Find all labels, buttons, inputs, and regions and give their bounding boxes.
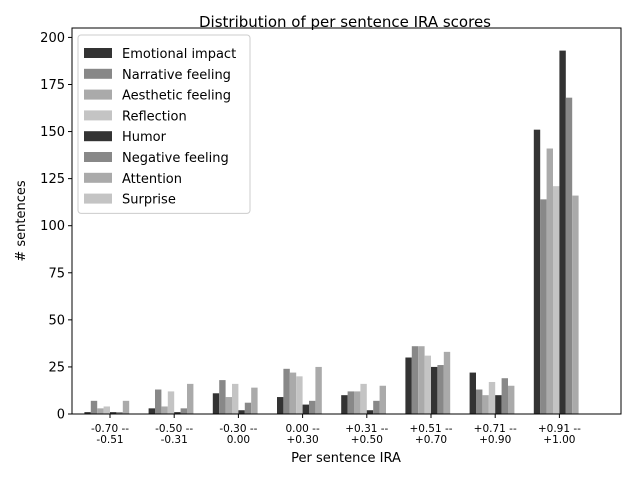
legend-entry-label: Attention	[122, 172, 182, 187]
bar-negative-feeling-0	[116, 412, 123, 414]
bar-aesthetic-feeling-3	[289, 372, 297, 414]
bar-aesthetic-feeling-6	[482, 395, 489, 414]
bar-reflection-5	[424, 355, 431, 414]
bar-attention-6	[508, 385, 515, 414]
bar-humor-2	[238, 410, 245, 414]
bar-negative-feeling-1	[180, 408, 187, 414]
bar-reflection-2	[232, 383, 239, 414]
bar-humor-7	[559, 50, 566, 414]
legend-entry-label: Narrative feeling	[122, 68, 231, 83]
y-tick-label: 100	[40, 219, 65, 234]
legend-swatch	[84, 68, 112, 79]
bar-emotional-impact-6	[469, 372, 476, 414]
bar-negative-feeling-4	[373, 400, 380, 414]
bar-emotional-impact-7	[533, 129, 541, 414]
bar-narrative-feeling-4	[347, 391, 354, 414]
bar-emotional-impact-0	[84, 412, 91, 414]
bar-narrative-feeling-1	[155, 389, 162, 414]
legend-swatch	[84, 152, 112, 162]
bar-humor-1	[174, 412, 181, 414]
bar-aesthetic-feeling-5	[418, 346, 425, 414]
bar-reflection-0	[103, 406, 110, 414]
bar-emotional-impact-1	[148, 408, 155, 414]
y-tick-label: 0	[57, 408, 65, 423]
plot-frame	[71, 27, 622, 415]
x-axis-label: Per sentence IRA	[291, 451, 401, 466]
bar-attention-5	[443, 351, 451, 414]
bar-emotional-impact-3	[277, 397, 284, 414]
legend-swatch	[84, 131, 112, 142]
bar-humor-3	[302, 404, 309, 414]
bar-narrative-feeling-7	[540, 199, 547, 414]
legend-entry-label: Surprise	[122, 193, 176, 208]
bar-humor-0	[110, 412, 117, 414]
bar-attention-2	[251, 387, 258, 414]
bar-narrative-feeling-0	[90, 400, 98, 414]
x-tick-label: +0.31 --+0.50	[345, 423, 388, 446]
bar-aesthetic-feeling-4	[354, 391, 361, 414]
legend-swatch	[84, 110, 112, 121]
bar-negative-feeling-5	[437, 365, 444, 414]
bar-attention-0	[122, 400, 130, 414]
legend-entry-label: Humor	[122, 130, 167, 145]
bar-attention-1	[187, 383, 194, 414]
x-tick-label: +0.71 --+0.90	[474, 423, 517, 446]
bar-emotional-impact-2	[212, 393, 220, 414]
legend-box	[77, 34, 251, 214]
y-tick-label: 75	[48, 266, 65, 281]
x-tick-label: -0.30 --0.00	[219, 423, 257, 446]
legend-entry-label: Reflection	[122, 109, 187, 124]
y-tick-label: 125	[40, 172, 65, 187]
legend-swatch	[84, 48, 112, 58]
legend: Emotional impact Narrative feeling Aesthet…	[77, 34, 251, 214]
bar-negative-feeling-7	[565, 97, 573, 415]
bar-humor-6	[495, 395, 502, 414]
bar-emotional-impact-5	[405, 357, 412, 414]
x-tick-label: +0.91 --+1.00	[538, 423, 581, 446]
x-tick-label: 0.00 --+0.30	[285, 423, 320, 446]
x-tick-label: -0.50 ---0.31	[155, 423, 193, 446]
bar-narrative-feeling-6	[476, 389, 483, 414]
bar-aesthetic-feeling-2	[225, 397, 232, 414]
bar-reflection-1	[167, 391, 175, 414]
bars-layer	[84, 50, 579, 415]
x-tick-label: -0.70 ---0.51	[91, 423, 129, 446]
bar-narrative-feeling-2	[219, 380, 226, 414]
y-tick-label: 50	[48, 313, 65, 328]
bar-attention-4	[379, 385, 386, 414]
bar-negative-feeling-3	[309, 400, 316, 414]
x-tick-label: +0.51 --+0.70	[409, 423, 452, 446]
bar-humor-5	[431, 366, 438, 414]
bar-attention-7	[572, 195, 579, 414]
bar-negative-feeling-6	[501, 378, 508, 414]
y-tick-label: 175	[40, 78, 65, 93]
legend-entry-label: Aesthetic feeling	[122, 89, 231, 104]
bar-aesthetic-feeling-0	[97, 408, 104, 414]
bar-negative-feeling-2	[244, 402, 252, 414]
legend-entry-label: Negative feeling	[122, 151, 229, 166]
bar-reflection-7	[553, 186, 560, 414]
y-tick-label: 25	[48, 360, 65, 375]
bar-humor-4	[366, 410, 374, 414]
bar-attention-3	[315, 366, 322, 414]
bar-aesthetic-feeling-1	[161, 406, 168, 414]
y-tick-label: 150	[40, 125, 65, 140]
bar-reflection-6	[488, 381, 496, 414]
legend-swatch	[84, 193, 112, 204]
bar-narrative-feeling-5	[411, 346, 419, 414]
y-axis-label: # sentences	[14, 180, 29, 262]
x-axis: -0.70 ---0.51 -0.50 ---0.31 -0.30 --0.00 0.…	[91, 414, 581, 446]
legend-swatch	[84, 89, 112, 100]
legend-entry-label: Emotional impact	[122, 47, 236, 62]
bar-emotional-impact-4	[341, 395, 348, 414]
chart-title: Distribution of per sentence IRA scores	[199, 13, 491, 31]
bar-reflection-3	[296, 376, 303, 414]
bar-aesthetic-feeling-7	[546, 148, 553, 414]
bar-reflection-4	[360, 383, 367, 414]
y-axis: 0 25 50 75 100 125 150 175 200	[40, 31, 72, 423]
y-tick-label: 200	[40, 31, 65, 46]
legend-swatch	[84, 172, 112, 183]
bar-narrative-feeling-3	[283, 368, 290, 414]
